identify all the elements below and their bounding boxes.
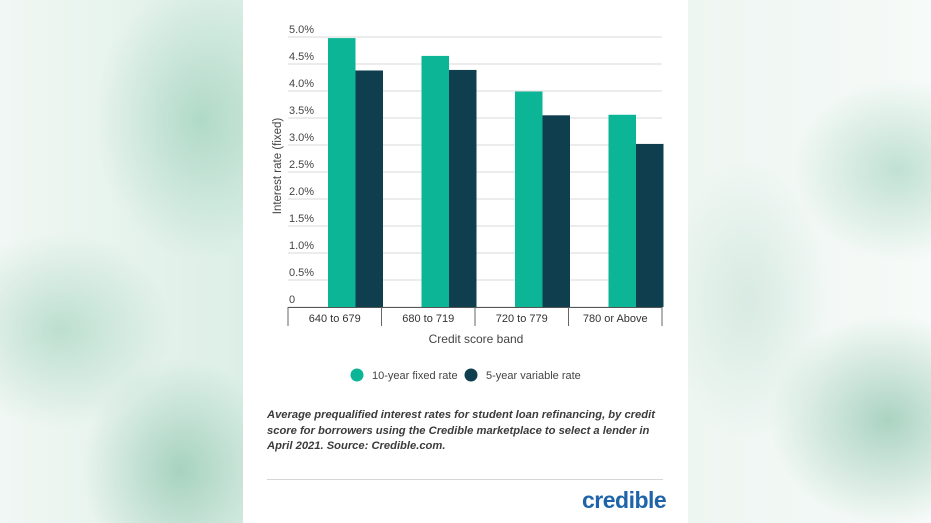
legend: 10-year fixed rate 5-year variable rate: [350, 368, 581, 382]
y-tick-label: 2.5%: [289, 159, 314, 171]
background-right: [688, 0, 931, 523]
y-tick-label: 3.5%: [289, 105, 314, 117]
x-tick-label: 640 to 679: [309, 313, 361, 325]
chart-caption: Average prequalified interest rates for …: [267, 409, 655, 452]
x-tick-label: 680 to 719: [402, 313, 454, 325]
bars: [328, 38, 664, 308]
bar-variable: [355, 70, 383, 307]
bar-fixed: [515, 91, 543, 307]
bar-variable: [636, 143, 664, 307]
y-tick-label: 1.0%: [289, 240, 314, 252]
y-tick-label: 3.0%: [289, 132, 314, 144]
y-tick-label: 0: [289, 294, 295, 306]
bar-variable: [449, 69, 477, 307]
x-tick-label: 780 or Above: [583, 313, 648, 325]
y-tick-label: 2.0%: [289, 186, 314, 198]
legend-swatch: [464, 368, 478, 382]
y-tick-label: 0.5%: [289, 267, 314, 279]
y-axis-ticks: 5.0% 4.5% 4.0% 3.5% 3.0% 2.5% 2.0% 1.5% 1.0% 0.5%…: [289, 24, 314, 306]
y-tick-label: 5.0%: [289, 24, 314, 36]
y-tick-label: 4.0%: [289, 78, 314, 90]
y-tick-label: 4.5%: [289, 51, 314, 63]
credible-logo: credible: [582, 487, 667, 513]
bar-fixed: [421, 55, 449, 308]
bar-fixed: [328, 38, 356, 308]
bar-variable: [542, 115, 570, 307]
x-axis: 640 to 679 680 to 719 720 to 779 780 or Abo…: [287, 307, 663, 326]
legend-label: 5-year variable rate: [486, 370, 581, 382]
background-left: [0, 0, 243, 523]
legend-swatch: [350, 368, 364, 382]
y-axis-label: Interest rate (fixed): [272, 118, 284, 215]
footer-divider: [267, 479, 663, 480]
x-axis-label: Credit score band: [429, 332, 524, 346]
bar-fixed: [608, 114, 636, 307]
legend-label: 10-year fixed rate: [372, 370, 458, 382]
y-tick-label: 1.5%: [289, 213, 314, 225]
x-tick-label: 720 to 779: [496, 313, 548, 325]
